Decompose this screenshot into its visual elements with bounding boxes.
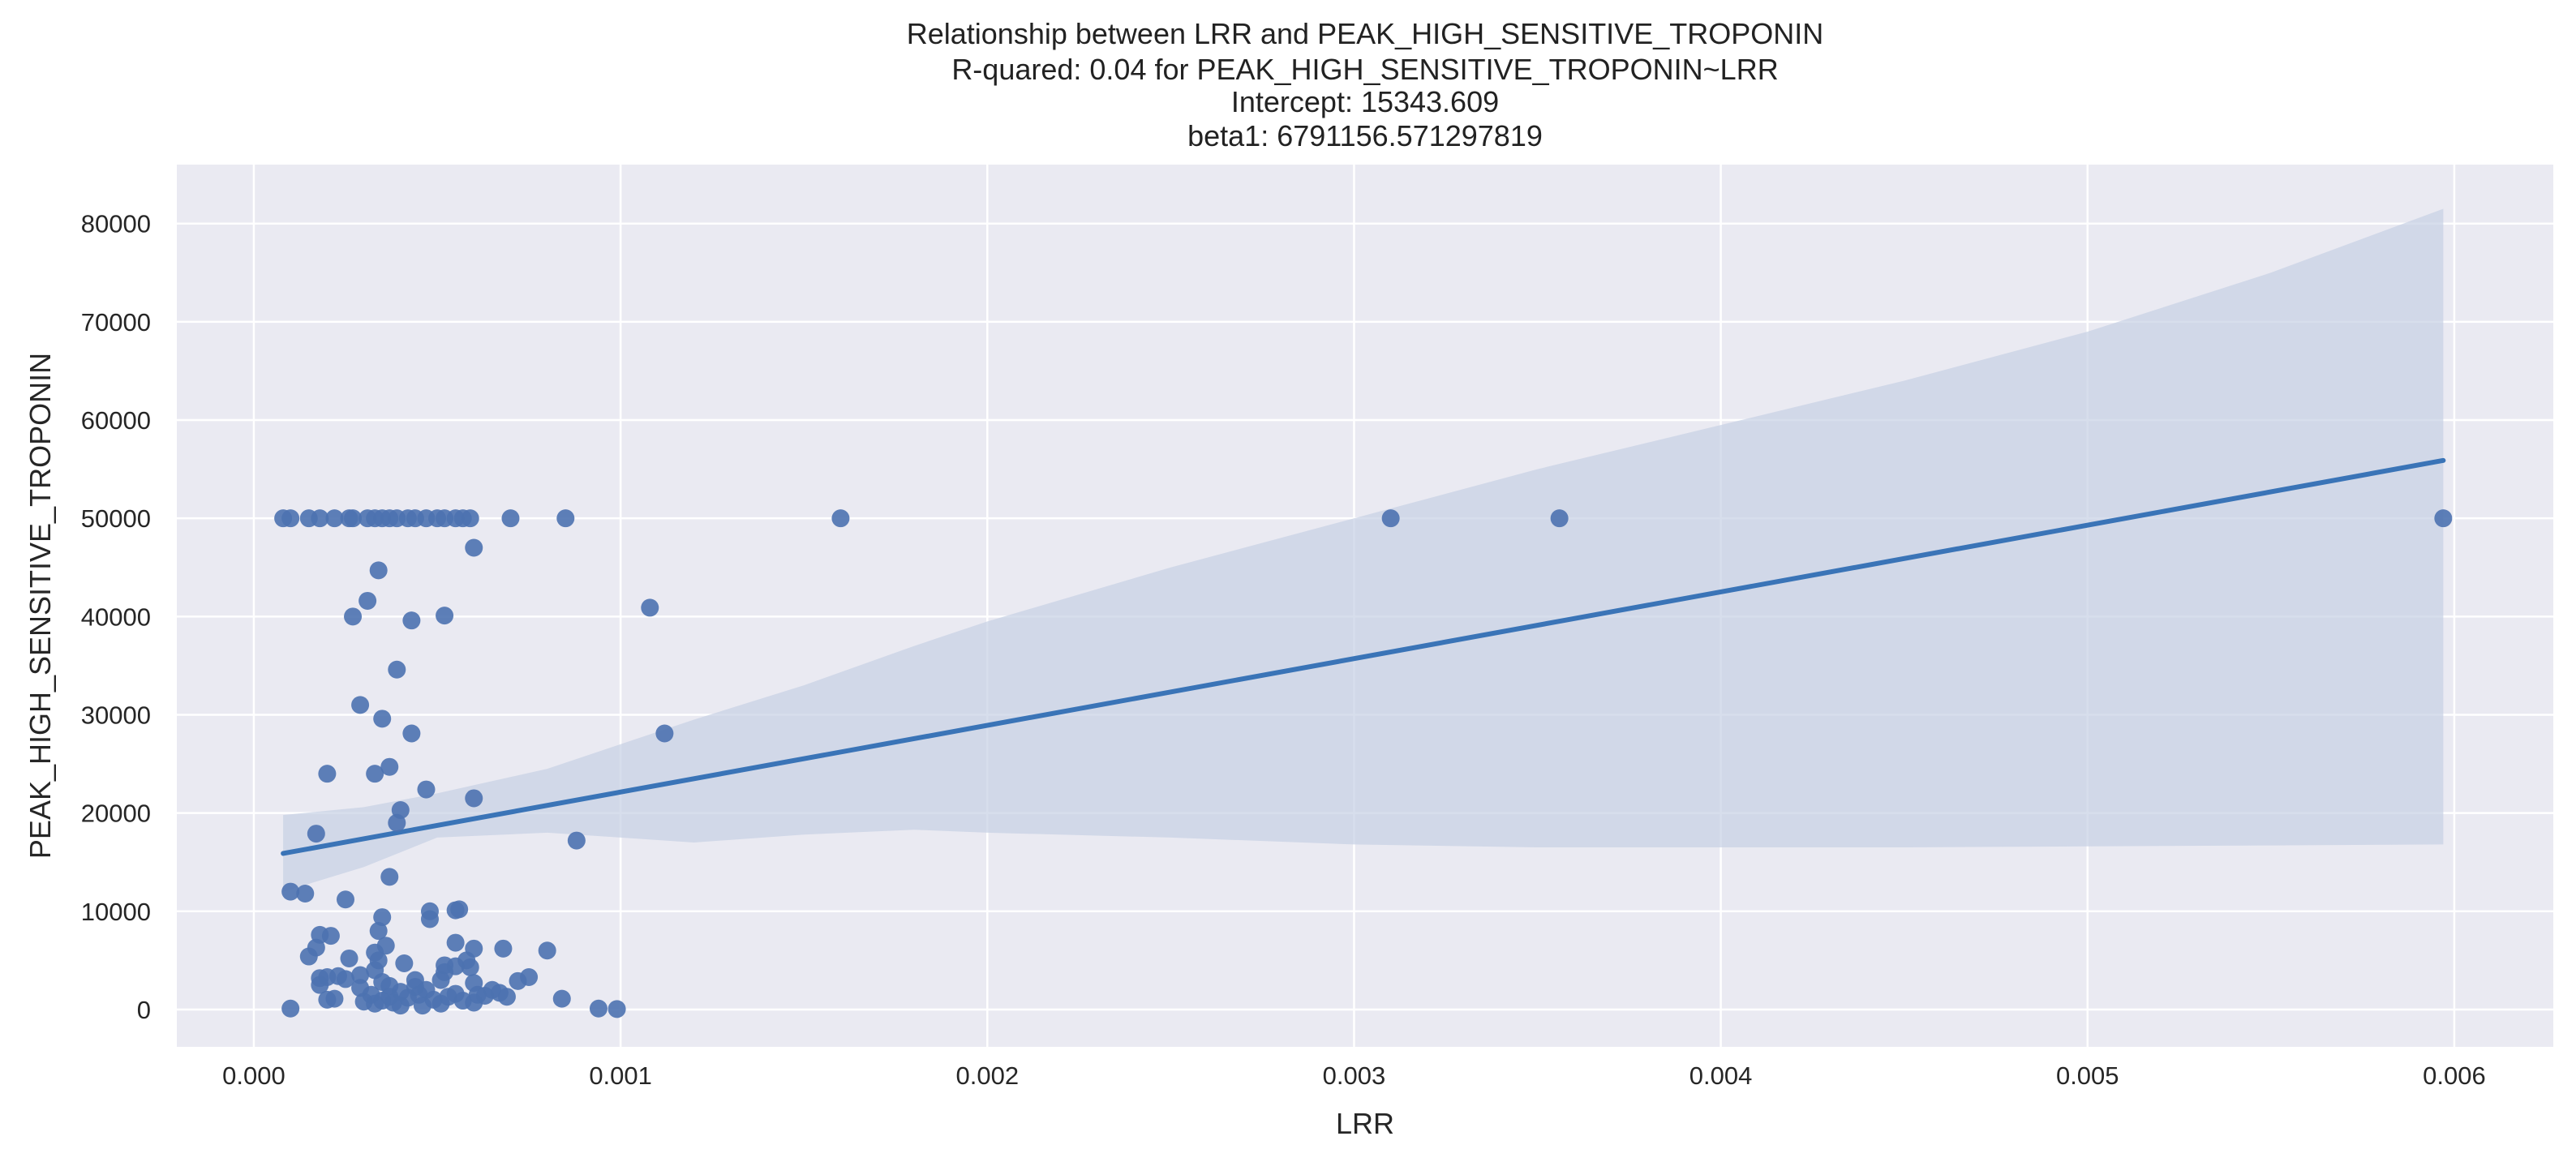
scatter-point [831,509,850,528]
y-tick-label: 20000 [81,800,151,828]
scatter-point [509,971,527,990]
scatter-point [318,765,337,783]
confidence-band [283,208,2444,892]
scatter-point [461,509,479,528]
scatter-point [608,1000,626,1018]
scatter-point [388,660,406,679]
scatter-point [388,813,406,832]
x-axis-label: LRR [1336,1107,1394,1140]
scatter-point [446,933,465,952]
scatter-point [369,922,388,941]
scatter-point [436,607,454,625]
y-tick-label: 0 [137,996,151,1024]
scatter-point [358,591,377,610]
scatter-point [344,607,363,626]
scatter-point [299,947,318,966]
scatter-point [351,966,370,984]
title-line-3: Intercept: 15343.609 [1231,85,1499,118]
scatter-point [465,538,483,557]
x-tick-label: 0.006 [2423,1061,2486,1090]
scatter-point [420,910,439,928]
scatter-point [567,831,586,850]
scatter-point [321,927,340,945]
scatter-point [391,997,410,1015]
scatter-point [336,890,354,909]
y-tick-label: 60000 [81,406,151,435]
x-tick-label: 0.000 [222,1061,286,1090]
scatter-point [641,598,659,617]
scatter-point [465,993,483,1012]
scatter-point [1381,509,1400,528]
scatter-point [296,884,315,903]
scatter-point [589,999,608,1018]
scatter-point [552,989,571,1008]
scatter-point [311,509,329,528]
scatter-point [373,908,392,927]
scatter-point [538,941,556,960]
scatter-point [461,958,479,976]
data-points [274,509,2453,1018]
title-line-1: Relationship between LRR and PEAK_HIGH_S… [907,17,1823,50]
scatter-point [431,994,450,1013]
scatter-point [373,710,392,728]
scatter-point [497,988,516,1006]
scatter-point [417,780,436,799]
scatter-point [402,611,421,630]
regression-line [281,457,2446,856]
scatter-point [325,509,344,528]
scatter-point [281,999,300,1018]
scatter-point [366,994,384,1013]
scatter-point [336,970,354,988]
scatter-point [340,949,358,967]
scatter-point [307,825,325,843]
scatter-point [395,954,414,973]
scatter-point [501,509,520,528]
chart-title: Relationship between LRR and PEAK_HIGH_S… [907,17,1823,152]
scatter-point [431,971,450,989]
y-tick-label: 70000 [81,308,151,337]
scatter-point [494,939,513,958]
y-tick-label: 50000 [81,504,151,533]
scatter-point [2434,509,2453,528]
scatter-point [465,789,483,808]
scatter-point [318,990,337,1009]
scatter-point [281,882,300,901]
y-tick-label: 80000 [81,210,151,238]
y-axis-ticks: 0 10000 20000 30000 40000 50000 60000 70000 8000… [81,210,151,1024]
y-tick-label: 30000 [81,701,151,729]
scatter-point [450,900,469,919]
scatter-point [344,509,363,528]
scatter-point [655,724,674,743]
x-tick-label: 0.003 [1323,1061,1386,1090]
scatter-point [311,975,329,994]
y-tick-label: 10000 [81,898,151,926]
x-tick-label: 0.002 [955,1061,1019,1090]
scatter-point [1550,509,1569,528]
x-tick-label: 0.004 [1689,1061,1753,1090]
x-tick-label: 0.001 [589,1061,652,1090]
title-line-4: beta1: 6791156.571297819 [1187,119,1543,152]
y-axis-label: PEAK_HIGH_SENSITIVE_TROPONIN [24,353,57,859]
scatter-point [281,509,300,528]
scatter-point [413,997,431,1015]
scatter-point [380,757,399,776]
x-tick-label: 0.005 [2056,1061,2119,1090]
title-line-2: R-quared: 0.04 for PEAK_HIGH_SENSITIVE_T… [951,53,1778,86]
scatter-point [556,509,575,528]
scatter-point [369,561,388,580]
scatter-point [366,765,384,783]
x-axis-ticks: 0.000 0.001 0.002 0.003 0.004 0.005 0.006 [222,1061,2486,1090]
scatter-point [402,724,421,743]
scatter-point [380,868,399,886]
y-tick-label: 40000 [81,602,151,631]
scatter-point [351,696,370,714]
